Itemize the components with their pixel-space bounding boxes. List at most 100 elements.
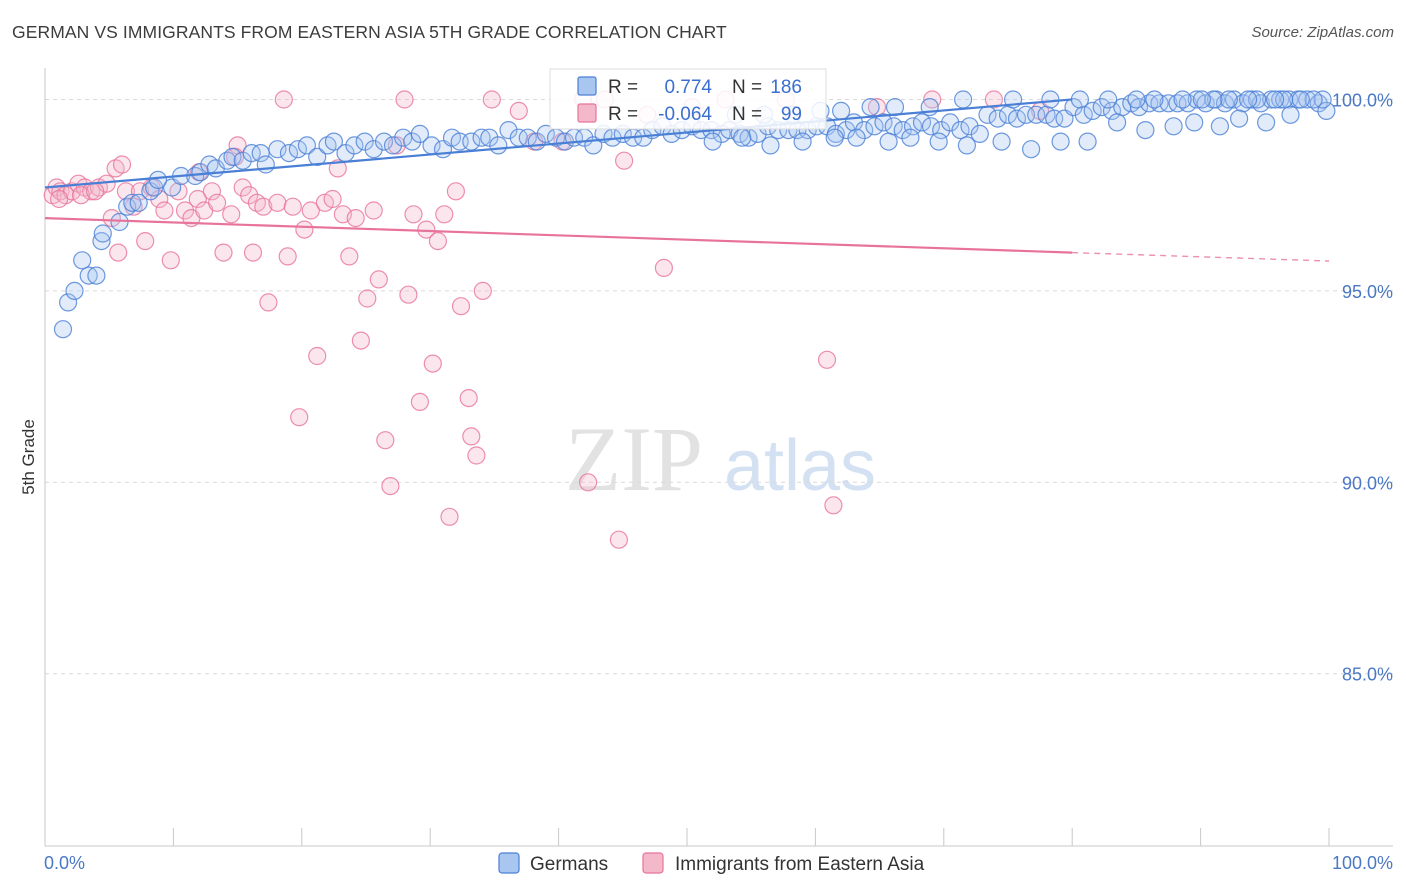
immigrants-point bbox=[410, 392, 429, 411]
legend-r-value-germans: 0.774 bbox=[664, 77, 712, 98]
germans-point bbox=[793, 132, 812, 151]
germans-point bbox=[65, 281, 84, 300]
y-tick-label: 85.0% bbox=[1342, 665, 1393, 685]
germans-point bbox=[1281, 105, 1300, 124]
germans-point bbox=[1298, 90, 1317, 109]
trend-lines bbox=[44, 98, 1330, 262]
immigrants-point bbox=[459, 389, 478, 408]
germans-point bbox=[279, 144, 299, 163]
germans-point bbox=[1145, 90, 1164, 109]
germans-trend-line bbox=[44, 98, 1073, 189]
y-tick-label: 90.0% bbox=[1342, 473, 1393, 493]
legend-r-label-immigrants: R = bbox=[608, 104, 638, 125]
germans-point bbox=[893, 121, 912, 140]
immigrants-point bbox=[428, 232, 447, 251]
immigrants-point bbox=[404, 205, 423, 224]
germans-point bbox=[87, 266, 106, 285]
germans-point bbox=[1041, 90, 1060, 109]
immigrants-point bbox=[278, 247, 297, 266]
germans-point bbox=[93, 224, 112, 243]
germans-point bbox=[110, 212, 129, 232]
germans-point bbox=[1107, 113, 1127, 132]
stats-legend: R = 0.774 N = 186 R = -0.064 N = 99 bbox=[549, 68, 827, 130]
germans-point bbox=[1007, 109, 1027, 128]
germans-point bbox=[957, 136, 977, 155]
germans-point bbox=[879, 132, 898, 151]
germans-point bbox=[865, 117, 884, 136]
y-tick-labels: 100.0% 95.0% 90.0% 85.0% bbox=[1332, 90, 1393, 684]
germans-point bbox=[1051, 132, 1070, 151]
immigrants-point bbox=[440, 507, 459, 526]
germans-point bbox=[1256, 113, 1276, 132]
immigrants-points bbox=[43, 90, 1050, 549]
germans-point bbox=[123, 193, 142, 212]
germans-point bbox=[308, 147, 327, 166]
immigrants-point bbox=[301, 201, 320, 220]
germans-point bbox=[58, 293, 78, 312]
germans-point bbox=[1136, 121, 1155, 140]
germans-point bbox=[1102, 101, 1122, 121]
germans-point bbox=[1021, 140, 1041, 159]
germans-point bbox=[403, 132, 422, 151]
immigrants-point bbox=[351, 331, 370, 350]
immigrants-point bbox=[49, 189, 69, 209]
germans-point bbox=[960, 117, 979, 136]
immigrants-point bbox=[346, 209, 365, 228]
immigrants-point bbox=[295, 220, 314, 239]
germans-point bbox=[901, 128, 920, 147]
immigrants-point bbox=[254, 197, 273, 216]
series-legend-swatch-germans bbox=[498, 852, 520, 874]
watermark-zip: ZIP bbox=[565, 408, 703, 510]
chart-title: GERMAN VS IMMIGRANTS FROM EASTERN ASIA 5… bbox=[12, 22, 727, 42]
germans-point bbox=[223, 147, 242, 166]
legend-r-value-immigrants: -0.064 bbox=[658, 104, 712, 125]
germans-point bbox=[536, 124, 555, 143]
germans-point bbox=[903, 117, 923, 136]
immigrants-point bbox=[112, 155, 132, 174]
germans-point bbox=[874, 113, 893, 132]
immigrants-trend-line bbox=[44, 217, 1073, 254]
germans-point bbox=[921, 117, 941, 136]
immigrants-point bbox=[109, 243, 128, 262]
germans-point bbox=[1173, 90, 1192, 109]
germans-point bbox=[1078, 132, 1097, 151]
immigrants-point bbox=[71, 186, 91, 205]
germans-point bbox=[1064, 97, 1083, 117]
germans-point bbox=[489, 136, 508, 155]
germans-point bbox=[374, 132, 394, 151]
germans-point bbox=[1070, 90, 1090, 109]
immigrants-point bbox=[376, 431, 395, 450]
immigrants-point bbox=[358, 289, 377, 308]
germans-point bbox=[951, 121, 970, 140]
germans-point bbox=[345, 136, 364, 155]
immigrants-point bbox=[175, 201, 195, 220]
immigrants-point bbox=[364, 201, 383, 220]
series-legend-label-immigrants: Immigrants from Eastern Asia bbox=[675, 854, 925, 875]
immigrants-point bbox=[817, 350, 837, 369]
immigrants-point bbox=[446, 182, 465, 201]
germans-point bbox=[1164, 117, 1183, 136]
germans-point bbox=[297, 136, 316, 155]
legend-swatch-immigrants bbox=[577, 103, 597, 123]
germans-point bbox=[1074, 105, 1093, 124]
germans-point bbox=[1192, 90, 1212, 109]
germans-point bbox=[831, 101, 851, 121]
germans-point bbox=[1016, 105, 1036, 124]
immigrants-point bbox=[381, 477, 400, 496]
germans-point bbox=[410, 124, 429, 143]
germans-point bbox=[988, 109, 1007, 128]
immigrants-point bbox=[340, 247, 359, 266]
y-tick-label: 100.0% bbox=[1332, 90, 1393, 110]
germans-point bbox=[855, 121, 874, 140]
immigrants-point bbox=[984, 90, 1004, 109]
legend-n-label-immigrants: N = bbox=[732, 104, 762, 125]
immigrants-point bbox=[202, 182, 221, 201]
immigrants-point bbox=[243, 243, 263, 262]
germans-point bbox=[1291, 90, 1310, 109]
germans-point bbox=[1224, 90, 1244, 109]
x-tick-label-min: 0.0% bbox=[44, 853, 85, 873]
immigrants-point bbox=[462, 427, 481, 446]
germans-point bbox=[499, 121, 518, 140]
germans-point bbox=[1083, 101, 1102, 121]
immigrants-point bbox=[369, 270, 388, 289]
